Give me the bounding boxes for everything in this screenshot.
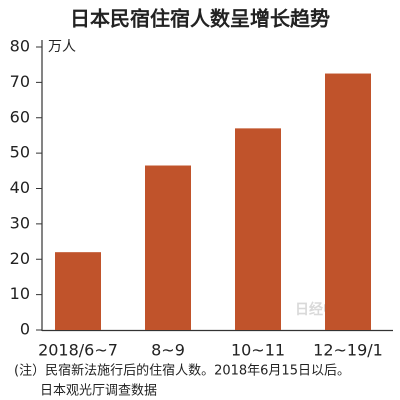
bar [235, 128, 281, 330]
y-tick-label: 80 [10, 37, 30, 56]
x-tick-label: 12~19/1 [313, 341, 383, 360]
note: (注）民宿新法施行后的住宿人数。2018年6月15日以后。 [14, 363, 350, 379]
y-tick-label: 60 [10, 107, 30, 126]
y-unit: 万人 [48, 39, 76, 55]
chart-title: 日本民宿住宿人数呈增长趋势 [70, 7, 330, 31]
y-tick-label: 10 [10, 284, 30, 303]
y-tick-label: 40 [10, 178, 30, 197]
y-tick-label: 70 [10, 72, 30, 91]
y-tick-label: 20 [10, 249, 30, 268]
bar [325, 73, 371, 330]
x-tick-label: 10~11 [231, 341, 285, 360]
bar [55, 252, 101, 330]
x-tick-label: 8~9 [151, 341, 185, 360]
bar [145, 165, 191, 330]
y-tick-label: 30 [10, 213, 30, 232]
y-tick-label: 0 [20, 320, 30, 339]
x-tick-label: 2018/6~7 [38, 341, 118, 360]
source: 日本观光厅调查数据 [40, 384, 157, 399]
y-tick-label: 50 [10, 143, 30, 162]
